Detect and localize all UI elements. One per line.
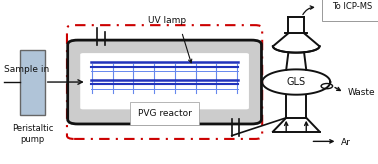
- Text: To ICP-MS: To ICP-MS: [332, 2, 372, 11]
- Text: Sample in: Sample in: [4, 65, 50, 74]
- FancyBboxPatch shape: [68, 40, 262, 124]
- FancyBboxPatch shape: [20, 50, 45, 114]
- FancyBboxPatch shape: [80, 53, 249, 109]
- Text: PVG reactor: PVG reactor: [138, 109, 192, 118]
- Text: UV lamp: UV lamp: [148, 16, 186, 25]
- Text: GLS: GLS: [287, 77, 306, 87]
- Text: Waste: Waste: [348, 88, 375, 97]
- Text: Peristaltic
pump: Peristaltic pump: [12, 124, 53, 144]
- Text: Ar: Ar: [341, 138, 351, 147]
